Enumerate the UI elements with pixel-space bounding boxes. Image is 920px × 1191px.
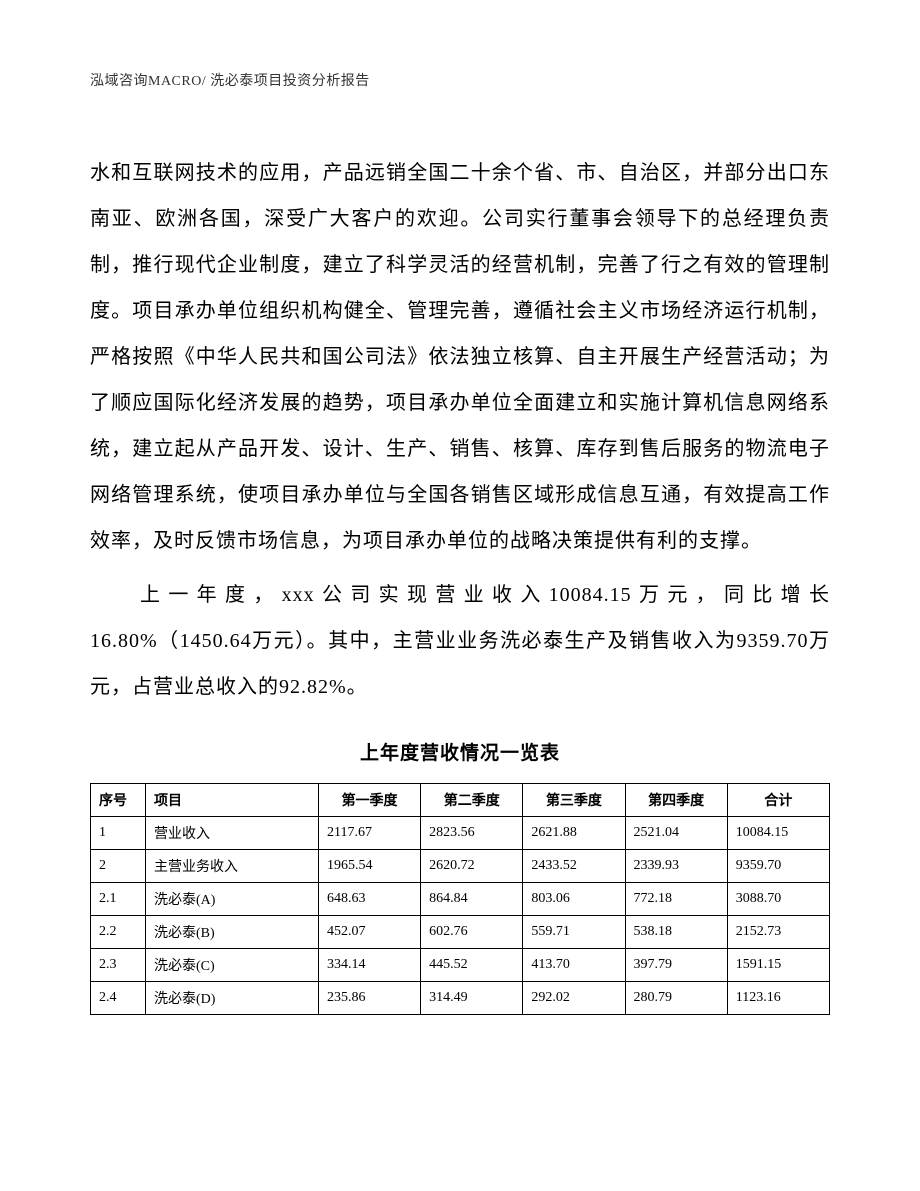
cell-item: 主营业务收入 <box>146 850 319 883</box>
cell-q1: 648.63 <box>318 883 420 916</box>
cell-q1: 235.86 <box>318 982 420 1015</box>
cell-q1: 334.14 <box>318 949 420 982</box>
col-header-item: 项目 <box>146 784 319 817</box>
cell-q3: 413.70 <box>523 949 625 982</box>
col-header-q1: 第一季度 <box>318 784 420 817</box>
cell-item: 洗必泰(A) <box>146 883 319 916</box>
cell-seq: 2.4 <box>91 982 146 1015</box>
cell-total: 9359.70 <box>727 850 829 883</box>
cell-seq: 2 <box>91 850 146 883</box>
cell-seq: 2.2 <box>91 916 146 949</box>
table-title: 上年度营收情况一览表 <box>90 738 830 765</box>
cell-item: 营业收入 <box>146 817 319 850</box>
cell-q1: 452.07 <box>318 916 420 949</box>
cell-q4: 2521.04 <box>625 817 727 850</box>
cell-q3: 559.71 <box>523 916 625 949</box>
col-header-seq: 序号 <box>91 784 146 817</box>
cell-seq: 1 <box>91 817 146 850</box>
cell-total: 2152.73 <box>727 916 829 949</box>
table-row: 2.1 洗必泰(A) 648.63 864.84 803.06 772.18 3… <box>91 883 830 916</box>
cell-total: 10084.15 <box>727 817 829 850</box>
table-row: 2 主营业务收入 1965.54 2620.72 2433.52 2339.93… <box>91 850 830 883</box>
table-row: 2.2 洗必泰(B) 452.07 602.76 559.71 538.18 2… <box>91 916 830 949</box>
cell-q3: 803.06 <box>523 883 625 916</box>
cell-q4: 538.18 <box>625 916 727 949</box>
cell-seq: 2.3 <box>91 949 146 982</box>
cell-item: 洗必泰(B) <box>146 916 319 949</box>
col-header-q3: 第三季度 <box>523 784 625 817</box>
cell-q3: 2621.88 <box>523 817 625 850</box>
cell-q4: 397.79 <box>625 949 727 982</box>
col-header-total: 合计 <box>727 784 829 817</box>
cell-q2: 2823.56 <box>421 817 523 850</box>
table-header-row: 序号 项目 第一季度 第二季度 第三季度 第四季度 合计 <box>91 784 830 817</box>
cell-q2: 314.49 <box>421 982 523 1015</box>
cell-q2: 2620.72 <box>421 850 523 883</box>
cell-q3: 2433.52 <box>523 850 625 883</box>
cell-q1: 1965.54 <box>318 850 420 883</box>
page-header: 泓域咨询MACRO/ 洗必泰项目投资分析报告 <box>90 70 830 90</box>
table-row: 1 营业收入 2117.67 2823.56 2621.88 2521.04 1… <box>91 817 830 850</box>
cell-q4: 280.79 <box>625 982 727 1015</box>
col-header-q4: 第四季度 <box>625 784 727 817</box>
cell-seq: 2.1 <box>91 883 146 916</box>
cell-total: 1591.15 <box>727 949 829 982</box>
cell-total: 1123.16 <box>727 982 829 1015</box>
cell-item: 洗必泰(D) <box>146 982 319 1015</box>
cell-q2: 445.52 <box>421 949 523 982</box>
col-header-q2: 第二季度 <box>421 784 523 817</box>
cell-q4: 772.18 <box>625 883 727 916</box>
cell-item: 洗必泰(C) <box>146 949 319 982</box>
table-row: 2.4 洗必泰(D) 235.86 314.49 292.02 280.79 1… <box>91 982 830 1015</box>
cell-total: 3088.70 <box>727 883 829 916</box>
cell-q3: 292.02 <box>523 982 625 1015</box>
cell-q2: 602.76 <box>421 916 523 949</box>
cell-q1: 2117.67 <box>318 817 420 850</box>
revenue-table: 序号 项目 第一季度 第二季度 第三季度 第四季度 合计 1 营业收入 2117… <box>90 783 830 1015</box>
cell-q4: 2339.93 <box>625 850 727 883</box>
paragraph-2: 上一年度，xxx公司实现营业收入10084.15万元，同比增长16.80%（14… <box>90 572 830 710</box>
paragraph-1: 水和互联网技术的应用，产品远销全国二十余个省、市、自治区，并部分出口东南亚、欧洲… <box>90 150 830 564</box>
cell-q2: 864.84 <box>421 883 523 916</box>
table-row: 2.3 洗必泰(C) 334.14 445.52 413.70 397.79 1… <box>91 949 830 982</box>
